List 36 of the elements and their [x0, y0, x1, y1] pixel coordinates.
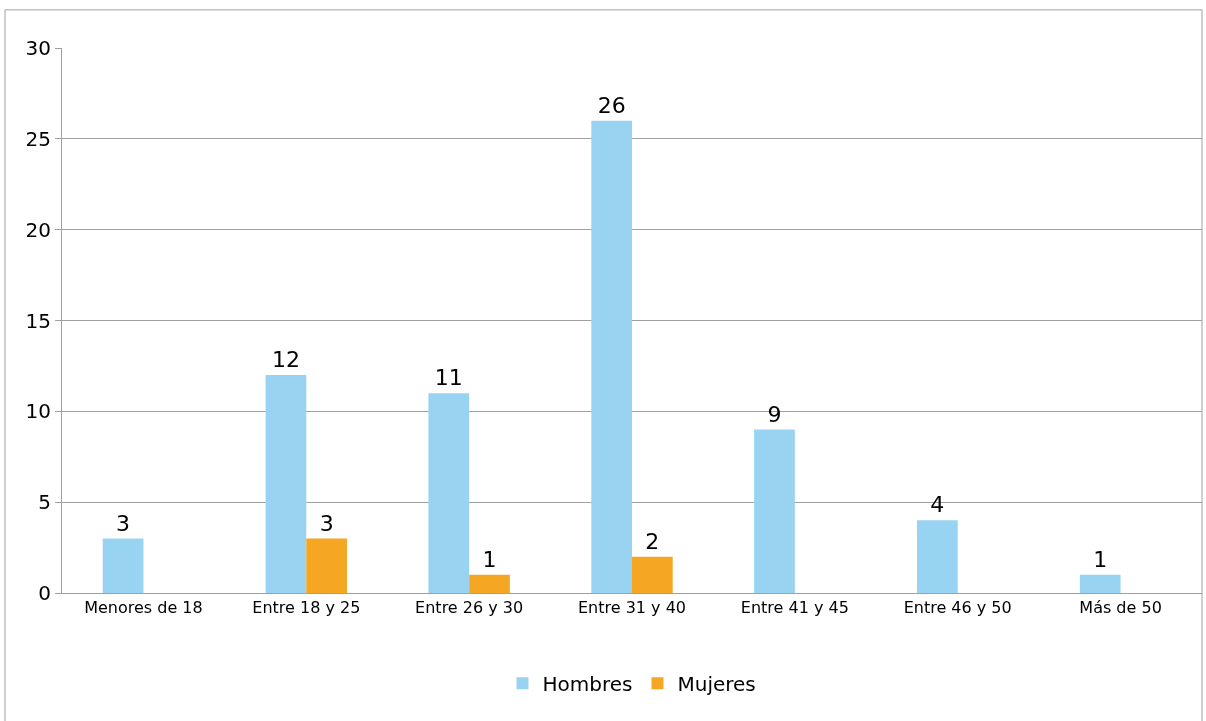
data-label: 3	[319, 510, 334, 536]
data-label: 11	[434, 365, 463, 391]
y-tick-label: 5	[38, 490, 51, 515]
data-label: 1	[482, 546, 497, 572]
data-label: 1	[1093, 546, 1108, 572]
x-tick-label: Más de 50	[1079, 598, 1162, 618]
data-label: 26	[597, 92, 626, 118]
bar	[102, 538, 144, 593]
y-tick-label: 30	[25, 36, 51, 60]
y-tick-label: 25	[25, 126, 51, 151]
y-tick-label: 20	[25, 217, 51, 242]
data-label: 4	[930, 492, 945, 518]
data-label: 3	[116, 510, 131, 536]
data-label: 2	[645, 528, 660, 554]
bar	[754, 429, 795, 593]
x-tick-label: Menores de 18	[84, 598, 203, 618]
bar	[1079, 574, 1121, 593]
bar	[917, 520, 958, 593]
y-tick-label: 10	[25, 399, 51, 424]
x-tick-label: Entre 41 y 45	[740, 598, 849, 618]
bar	[591, 120, 632, 593]
bar	[632, 556, 673, 593]
bar	[265, 375, 307, 593]
x-tick-label: Entre 26 y 30	[415, 598, 524, 618]
bar	[306, 538, 347, 593]
x-tick-label: Entre 46 y 50	[903, 598, 1012, 618]
legend-label: Mujeres	[677, 672, 756, 697]
x-tick-label: Entre 31 y 40	[577, 598, 687, 618]
x-tick-label: Entre 18 y 25	[252, 598, 361, 618]
data-label: 9	[767, 401, 782, 427]
bar	[428, 393, 470, 593]
y-tick-label: 15	[25, 308, 51, 333]
bar	[469, 574, 510, 593]
legend-label: Hombres	[542, 672, 633, 697]
data-label: 12	[271, 347, 300, 372]
y-tick-label: 0	[38, 581, 51, 605]
